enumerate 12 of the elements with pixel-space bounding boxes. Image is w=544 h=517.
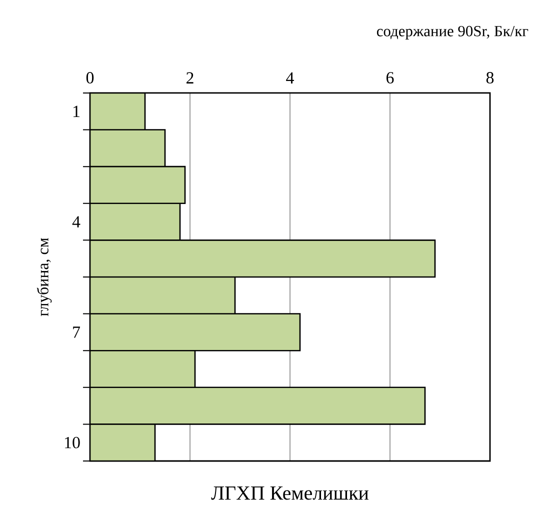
x-tick-label: 0 [86,72,94,84]
y-tick-label: 7 [73,326,80,338]
x-tick-label: 2 [186,72,194,84]
y-tick-label: 10 [65,436,80,448]
y-tick-label: 1 [74,106,80,117]
y-axis-title: глубина, см [36,238,52,316]
text: ЛГХП Кемелишки [211,486,368,500]
x-tick-label: 4 [286,72,294,84]
x-tick-label: 6 [386,72,394,84]
y-tick-label: 4 [72,216,80,228]
x-tick-label: 8 [486,72,494,84]
x-axis-title: содержание 90Sr, Бк/кг [376,26,528,40]
